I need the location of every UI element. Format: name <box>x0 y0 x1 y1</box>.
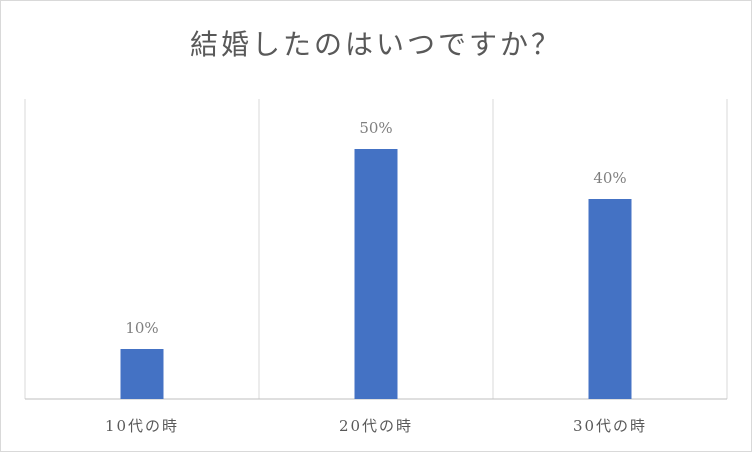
bar-3 <box>588 199 632 399</box>
data-label-2: 50% <box>359 119 392 137</box>
chart-title: 結婚したのはいつですか？ <box>189 28 562 61</box>
bar-1 <box>120 349 164 399</box>
bar-2 <box>354 149 398 399</box>
x-tick-label-2: 20代の時 <box>339 417 413 435</box>
x-tick-label-3: 30代の時 <box>573 417 647 435</box>
data-label-3: 40% <box>593 169 626 187</box>
data-label-1: 10% <box>125 319 158 337</box>
x-tick-label-1: 10代の時 <box>105 417 179 435</box>
